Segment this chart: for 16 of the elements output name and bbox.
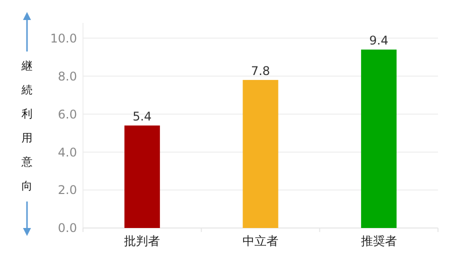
bar [242,80,278,228]
data-label: 5.4 [132,110,152,124]
bar [124,126,160,228]
y-tick-label: 2.0 [58,183,77,198]
y-tick-label: 6.0 [58,107,77,122]
data-label: 9.4 [369,34,388,48]
y-tick-label: 0.0 [58,221,77,236]
x-tick-label: 中立者 [242,234,278,248]
bar [361,50,397,228]
y-axis-title: 継続利用意向 [20,60,32,192]
y-tick-label: 4.0 [58,145,77,160]
x-tick-label: 推奨者 [360,234,397,248]
y-tick-label: 10.0 [50,31,77,46]
y-tick-label: 8.0 [58,69,77,84]
data-label: 7.8 [250,64,270,78]
x-tick-label: 批判者 [124,234,160,248]
